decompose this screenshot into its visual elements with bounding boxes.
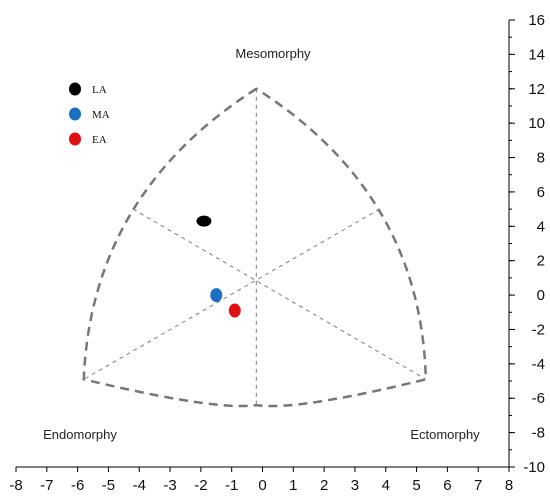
y-tick-label: -2	[532, 321, 545, 338]
y-tick-label: 6	[537, 184, 545, 201]
point-la	[196, 215, 212, 227]
legend-label-ma: MA	[92, 109, 110, 121]
somatochart-outline	[82, 87, 428, 408]
x-tick-label: 6	[443, 477, 451, 494]
x-tick-label: -6	[71, 477, 84, 494]
label-ectomorphy: Ectomorphy	[410, 427, 480, 442]
x-tick-label: -2	[194, 477, 207, 494]
x-tick-label: -5	[102, 477, 115, 494]
point-ma	[210, 288, 223, 303]
data-points	[196, 215, 241, 318]
legend: LA MA EA	[69, 82, 110, 146]
x-tick-label: 5	[412, 477, 420, 494]
y-tick-label: 12	[528, 81, 545, 98]
label-mesomorphy: Mesomorphy	[235, 46, 311, 61]
x-tick-label: -8	[9, 477, 22, 494]
y-tick-label: -8	[532, 425, 545, 442]
inner-line-upper-left	[132, 208, 427, 380]
x-tick-label: 8	[505, 477, 513, 494]
point-ea	[228, 303, 241, 318]
y-tick-label: 8	[537, 150, 545, 167]
label-endomorphy: Endomorphy	[43, 427, 117, 442]
legend-label-ea: EA	[92, 134, 107, 146]
y-tick-label: 16	[528, 12, 545, 29]
x-tick-label: 2	[320, 477, 328, 494]
legend-marker-la	[69, 82, 81, 96]
y-tick-label: 4	[537, 218, 545, 235]
inner-line-upper-right	[83, 208, 380, 380]
x-tick-label: 7	[474, 477, 482, 494]
axes: -8 -7 -6 -5 -4 -3 -2 -1 0 1 2 3 4 5 6 7 8-10-8-6-4-20246…	[9, 12, 545, 494]
x-tick-label: 4	[382, 477, 390, 494]
y-tick-label: 14	[528, 46, 545, 63]
y-tick-label: -10	[523, 459, 545, 476]
x-tick-label: -1	[225, 477, 238, 494]
y-tick-label: -6	[532, 390, 545, 407]
x-tick-label: 1	[289, 477, 297, 494]
x-tick-label: 0	[258, 477, 266, 494]
legend-marker-ea	[69, 132, 81, 146]
x-tick-label: -3	[163, 477, 176, 494]
somatochart-frame	[82, 87, 428, 408]
x-tick-label: 3	[351, 477, 359, 494]
legend-marker-ma	[69, 107, 81, 121]
y-tick-label: 2	[537, 253, 545, 270]
y-tick-label: -4	[532, 356, 545, 373]
legend-label-la: LA	[92, 84, 107, 96]
y-tick-label: 0	[537, 287, 545, 304]
y-tick-label: 10	[528, 115, 545, 132]
x-tick-label: -4	[133, 477, 146, 494]
x-tick-label: -7	[40, 477, 53, 494]
